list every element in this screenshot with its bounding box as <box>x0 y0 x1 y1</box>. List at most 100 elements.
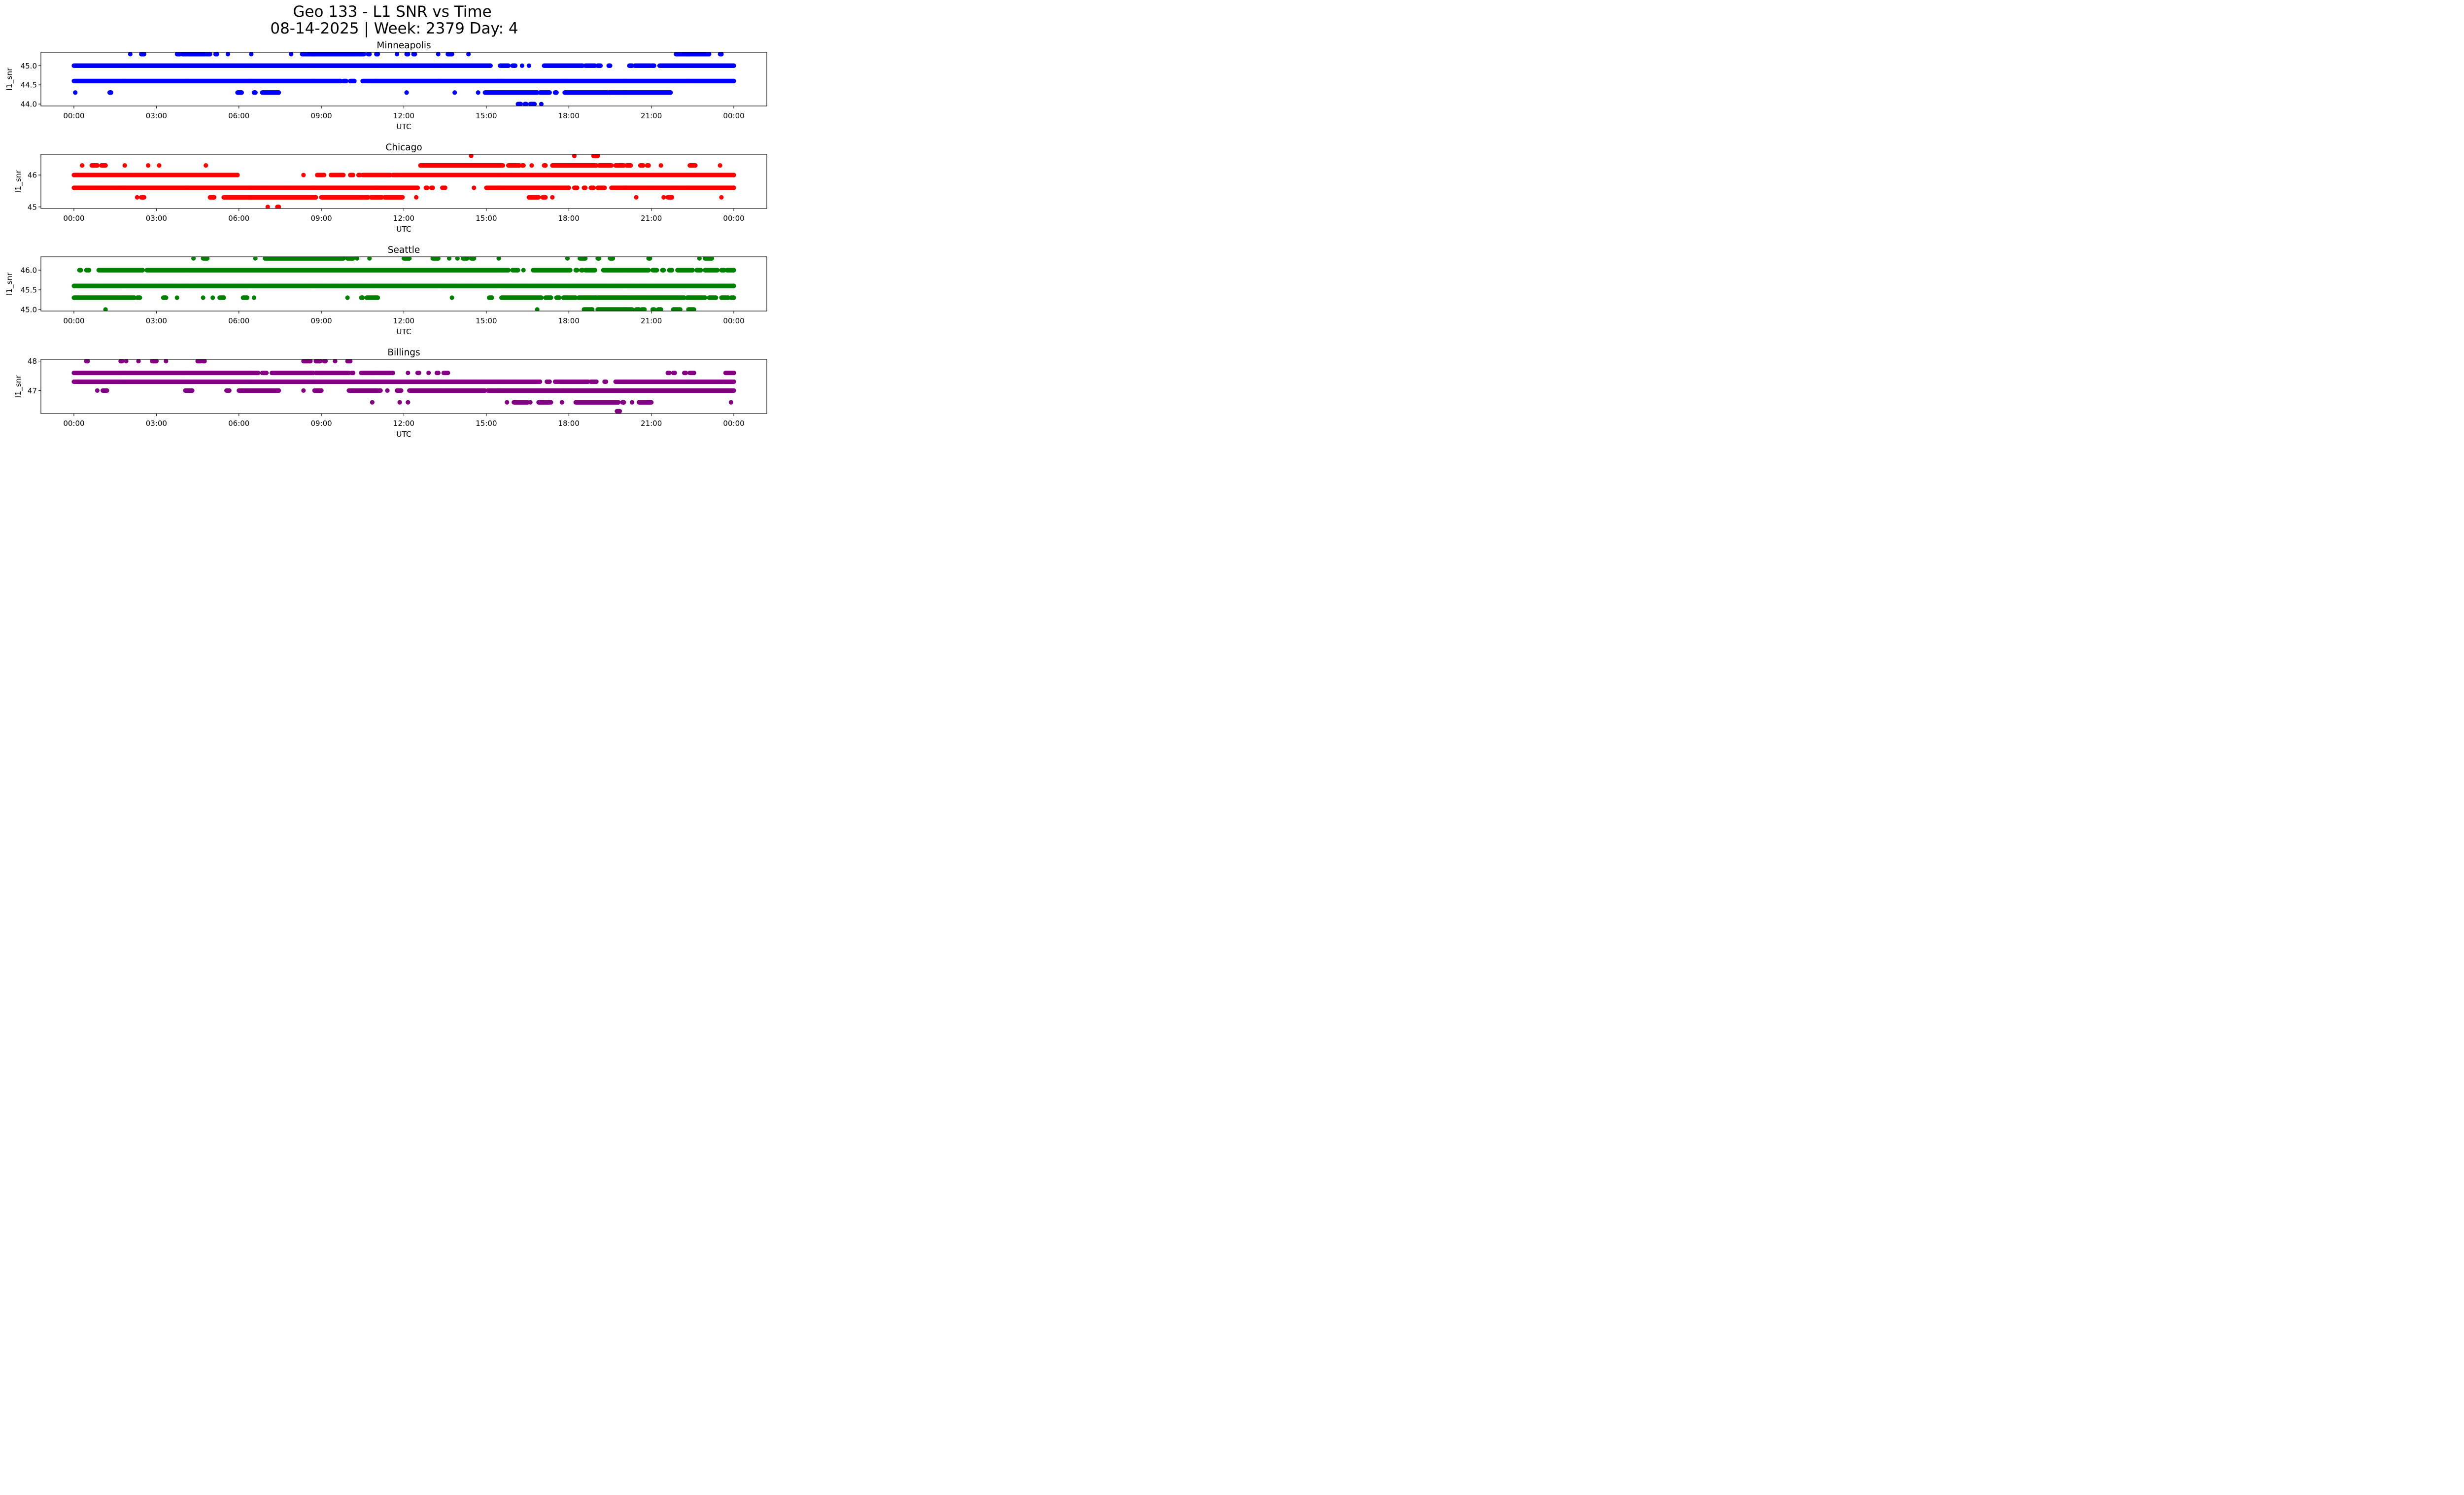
data-point <box>476 90 480 95</box>
data-point <box>350 173 355 177</box>
data-point <box>719 52 724 57</box>
data-point <box>641 163 646 168</box>
data-point <box>452 90 457 95</box>
data-point <box>225 52 231 57</box>
series-level <box>71 173 736 177</box>
data-point <box>95 163 100 168</box>
data-point <box>341 173 346 177</box>
data-point <box>518 102 523 106</box>
data-point <box>651 63 656 68</box>
data-point <box>141 52 146 57</box>
series-level <box>73 90 673 95</box>
x-axis-label: UTC <box>396 122 411 131</box>
x-tick-label: 06:00 <box>228 111 249 120</box>
data-point <box>526 63 531 68</box>
data-point <box>539 102 544 106</box>
data-point <box>543 163 548 168</box>
chart-title: Geo 133 - L1 SNR vs Time <box>293 3 491 21</box>
data-point <box>506 63 511 68</box>
x-tick-label: 12:00 <box>393 111 414 120</box>
data-point <box>289 52 294 57</box>
data-point <box>80 163 85 168</box>
data-point <box>406 52 411 57</box>
data-point <box>547 90 552 95</box>
data-point <box>73 90 78 95</box>
series-level <box>71 63 736 68</box>
series-level <box>71 78 736 83</box>
data-point <box>367 52 372 57</box>
data-point <box>718 163 722 168</box>
series-level <box>128 52 724 57</box>
data-point <box>513 63 518 68</box>
x-tick-label: 09:00 <box>310 111 332 120</box>
data-point <box>235 173 240 177</box>
data-point <box>128 52 133 57</box>
data-point <box>609 163 614 168</box>
data-point <box>103 163 108 168</box>
figure: Geo 133 - L1 SNR vs Time 08-14-2025 | We… <box>5 3 767 439</box>
scatter-points <box>71 52 736 106</box>
data-point <box>352 78 357 83</box>
data-point <box>412 52 417 57</box>
series-level <box>80 163 722 168</box>
data-point <box>204 163 208 168</box>
data-point <box>276 90 281 95</box>
x-tick-label: 21:00 <box>641 111 662 120</box>
data-point <box>322 173 327 177</box>
chart-subtitle: 08-14-2025 | Week: 2379 Day: 4 <box>270 20 518 37</box>
y-tick-label: 44.0 <box>21 100 37 109</box>
data-point <box>469 154 474 158</box>
data-point <box>146 163 151 168</box>
data-point <box>449 52 454 57</box>
y-tick-label: 45.0 <box>21 62 37 70</box>
series-level <box>469 154 600 158</box>
data-point <box>521 163 526 168</box>
x-tick-label: 15:00 <box>476 111 497 120</box>
data-point <box>731 78 736 83</box>
data-point <box>239 90 244 95</box>
data-point <box>394 52 400 57</box>
y-axis-label: l1_snr <box>5 68 14 91</box>
data-point <box>658 163 663 168</box>
panel-title: Minneapolis <box>376 40 431 51</box>
y-tick-label: 44.5 <box>21 81 37 90</box>
data-point <box>628 163 633 168</box>
data-point <box>301 173 306 177</box>
data-point <box>466 52 471 57</box>
panel-title: Chicago <box>385 142 422 153</box>
data-point <box>731 63 736 68</box>
x-tick-label: 03:00 <box>146 111 167 120</box>
data-point <box>108 90 113 95</box>
data-point <box>529 163 534 168</box>
x-tick-label: 18:00 <box>558 111 580 120</box>
data-point <box>519 63 525 68</box>
data-point <box>157 163 162 168</box>
x-tick-label: 00:00 <box>723 111 744 120</box>
data-point <box>249 52 254 57</box>
data-point <box>214 52 219 57</box>
x-tick-label: 00:00 <box>63 111 84 120</box>
data-point <box>207 52 212 57</box>
data-point <box>595 154 600 158</box>
data-point <box>253 90 258 95</box>
data-point <box>554 90 559 95</box>
data-point <box>693 163 698 168</box>
data-point <box>488 63 493 68</box>
panel-minneapolis: Minneapolis 44.0 44.5 45.0 l1_snr 00:00 03:00 0… <box>5 40 767 131</box>
data-point <box>572 154 577 158</box>
data-point <box>404 90 409 95</box>
data-point <box>524 102 529 106</box>
data-point <box>375 52 380 57</box>
data-point <box>532 102 537 106</box>
data-point <box>598 63 603 68</box>
scatter-points <box>71 154 736 209</box>
series-level <box>515 102 544 106</box>
data-point <box>500 163 505 168</box>
data-point <box>362 52 367 57</box>
data-point <box>668 90 673 95</box>
data-point <box>707 52 712 57</box>
data-point <box>646 163 651 168</box>
data-point <box>436 52 441 57</box>
data-point <box>122 163 127 168</box>
